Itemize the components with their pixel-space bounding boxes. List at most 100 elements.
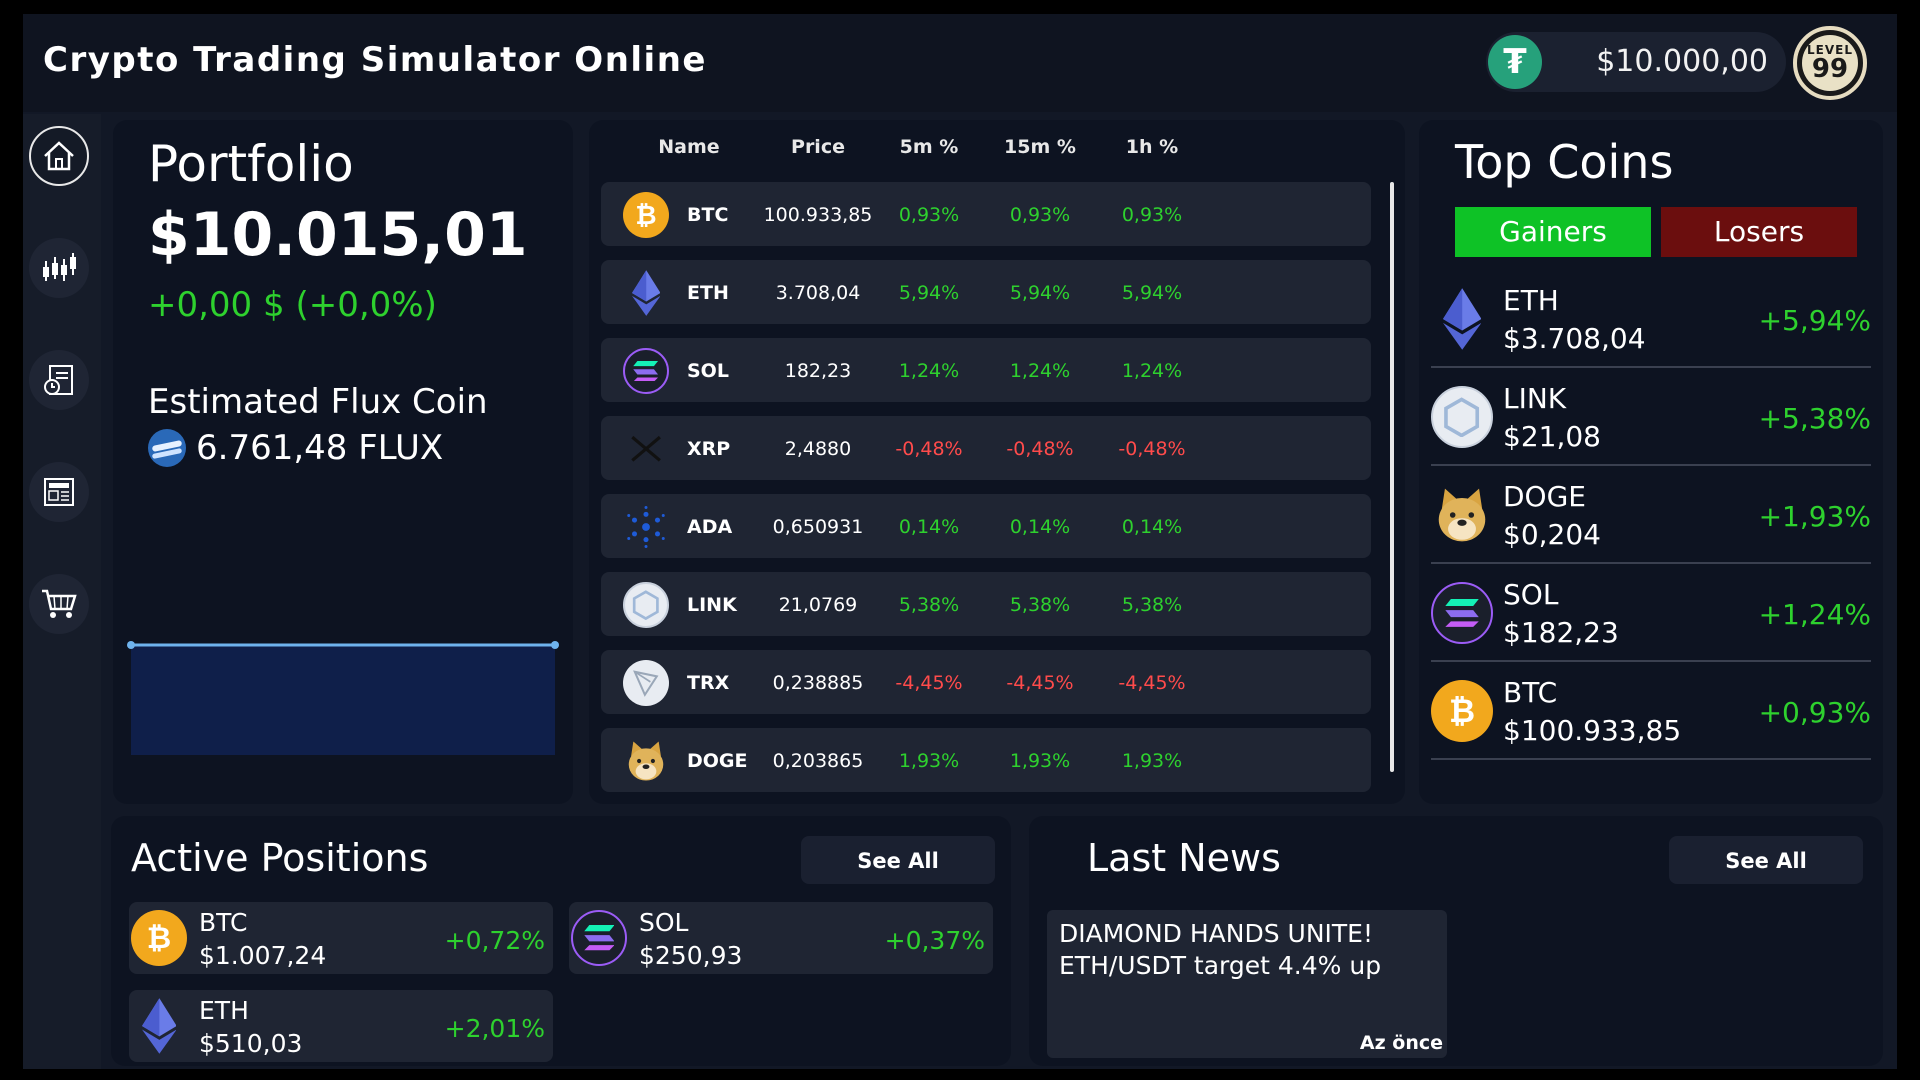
market-row-ada[interactable]: ADA 0,650931 0,14% 0,14% 0,14%: [601, 494, 1371, 558]
market-panel: Name Price 5m % 15m % 1h % ₿ BTC 100.933,85 0,9…: [589, 120, 1405, 804]
position-value: $510,03: [199, 1029, 303, 1058]
balance-amount: $10.000,00: [1596, 44, 1768, 79]
position-change: +0,37%: [884, 926, 985, 955]
level-label: LEVEL: [1807, 43, 1853, 57]
position-symbol: BTC: [199, 908, 248, 937]
top-coin-price: $3.708,04: [1503, 322, 1646, 355]
coin-symbol: ETH: [687, 282, 729, 304]
portfolio-chart: [127, 641, 559, 755]
ethereum-icon: [131, 998, 187, 1054]
chainlink-icon: [623, 582, 669, 628]
market-row-link[interactable]: LINK 21,0769 5,38% 5,38% 5,38%: [601, 572, 1371, 636]
flux-coin-icon: [148, 429, 186, 467]
news-title: Last News: [1087, 836, 1281, 880]
column-header: Price: [791, 136, 845, 158]
portfolio-title: Portfolio: [148, 135, 354, 193]
top-coin-symbol: DOGE: [1503, 480, 1586, 513]
change-m5: 5,38%: [898, 594, 960, 616]
position-card-btc[interactable]: ₿ BTC $1.007,24 +0,72%: [129, 902, 553, 974]
balance-display[interactable]: ₮ $10.000,00: [1486, 32, 1786, 92]
top-coin-price: $21,08: [1503, 420, 1601, 453]
news-card[interactable]: DIAMOND HANDS UNITE! ETH/USDT target 4.4…: [1047, 910, 1447, 1058]
news-panel: Last News See All DIAMOND HANDS UNITE! E…: [1029, 816, 1883, 1066]
change-m5: -0,48%: [895, 438, 963, 460]
top-coins-panel: Top Coins Gainers Losers ETH $3.708,04 +5,…: [1419, 120, 1883, 804]
market-row-btc[interactable]: ₿ BTC 100.933,85 0,93% 0,93% 0,93%: [601, 182, 1371, 246]
coin-symbol: LINK: [687, 594, 737, 616]
market-row-xrp[interactable]: XRP 2,4880 -0,48% -0,48% -0,48%: [601, 416, 1371, 480]
bitcoin-icon: ₿: [1431, 680, 1493, 742]
portfolio-panel: Portfolio $10.015,01 +0,00 $ (+0,0%) Est…: [113, 120, 573, 804]
position-value: $1.007,24: [199, 941, 327, 970]
news-see-all-button[interactable]: See All: [1669, 836, 1863, 884]
change-m15: -0,48%: [1006, 438, 1074, 460]
top-coin-link[interactable]: LINK $21,08 +5,38%: [1431, 368, 1871, 466]
top-coin-price: $182,23: [1503, 616, 1619, 649]
change-m5: 5,94%: [898, 282, 960, 304]
ethereum-icon: [1431, 288, 1493, 350]
change-h1: 5,38%: [1121, 594, 1183, 616]
flux-label: Estimated Flux Coin: [148, 382, 488, 422]
coin-price: 3.708,04: [775, 282, 861, 304]
tab-losers[interactable]: Losers: [1661, 207, 1857, 257]
change-m15: 5,94%: [1009, 282, 1071, 304]
positions-panel: Active Positions See All ₿ BTC $1.007,24 +0…: [111, 816, 1011, 1066]
bitcoin-icon: ₿: [131, 910, 187, 966]
change-m5: 0,93%: [898, 204, 960, 226]
top-coin-sol[interactable]: SOL $182,23 +1,24%: [1431, 564, 1871, 662]
flux-value: 6.761,48 FLUX: [196, 428, 444, 468]
coin-symbol: BTC: [687, 204, 729, 226]
top-coin-symbol: BTC: [1503, 676, 1558, 709]
top-coin-doge[interactable]: DOGE $0,204 +1,93%: [1431, 466, 1871, 564]
sidebar-item-trade[interactable]: [29, 238, 89, 298]
market-row-trx[interactable]: TRX 0,238885 -4,45% -4,45% -4,45%: [601, 650, 1371, 714]
portfolio-value: $10.015,01: [148, 200, 528, 270]
portfolio-document-icon: [44, 365, 73, 395]
news-icon: [44, 478, 74, 506]
sidebar-item-home[interactable]: [29, 126, 89, 186]
position-card-sol[interactable]: SOL $250,93 +0,37%: [569, 902, 993, 974]
position-card-eth[interactable]: ETH $510,03 +2,01%: [129, 990, 553, 1062]
change-m15: 1,24%: [1009, 360, 1071, 382]
sidebar-item-news[interactable]: [29, 462, 89, 522]
change-h1: 1,93%: [1121, 750, 1183, 772]
flux-row: 6.761,48 FLUX: [148, 428, 443, 468]
market-row-sol[interactable]: SOL 182,23 1,24% 1,24% 1,24%: [601, 338, 1371, 402]
coin-symbol: ADA: [687, 516, 733, 538]
top-coin-symbol: SOL: [1503, 578, 1559, 611]
ethereum-icon: [623, 270, 669, 316]
sidebar-item-portfolio[interactable]: [29, 350, 89, 410]
change-m5: 1,93%: [898, 750, 960, 772]
market-row-eth[interactable]: ETH 3.708,04 5,94% 5,94% 5,94%: [601, 260, 1371, 324]
tab-gainers[interactable]: Gainers: [1455, 207, 1651, 257]
top-coin-eth[interactable]: ETH $3.708,04 +5,94%: [1431, 270, 1871, 368]
portfolio-chart-point: [127, 641, 135, 649]
dogecoin-icon: [623, 738, 669, 784]
cardano-icon: [623, 504, 669, 550]
level-badge[interactable]: LEVEL 99: [1793, 26, 1867, 100]
coin-price: 0,238885: [772, 672, 864, 694]
change-h1: 1,24%: [1121, 360, 1183, 382]
positions-see-all-button[interactable]: See All: [801, 836, 995, 884]
tether-icon: ₮: [1488, 35, 1542, 89]
position-change: +0,72%: [444, 926, 545, 955]
top-coin-change: +5,94%: [1758, 304, 1871, 337]
top-coin-symbol: ETH: [1503, 284, 1559, 317]
top-coin-btc[interactable]: ₿ BTC $100.933,85 +0,93%: [1431, 662, 1871, 760]
candlestick-chart-icon: [43, 253, 76, 281]
dogecoin-icon: [1431, 484, 1493, 546]
market-row-doge[interactable]: DOGE 0,203865 1,93% 1,93% 1,93%: [601, 728, 1371, 792]
sidebar-item-shop[interactable]: [29, 574, 89, 634]
change-h1: -4,45%: [1118, 672, 1186, 694]
coin-symbol: DOGE: [687, 750, 748, 772]
market-scrollbar[interactable]: [1390, 182, 1394, 772]
change-h1: 0,93%: [1121, 204, 1183, 226]
top-coin-price: $0,204: [1503, 518, 1601, 551]
shopping-cart-icon: [42, 589, 77, 618]
level-value: 99: [1811, 54, 1849, 84]
app-window: Crypto Trading Simulator Online ₮ $10.00…: [23, 14, 1897, 1069]
change-m15: 0,14%: [1009, 516, 1071, 538]
coin-price: 0,203865: [772, 750, 864, 772]
position-value: $250,93: [639, 941, 743, 970]
coin-symbol: TRX: [687, 672, 730, 694]
